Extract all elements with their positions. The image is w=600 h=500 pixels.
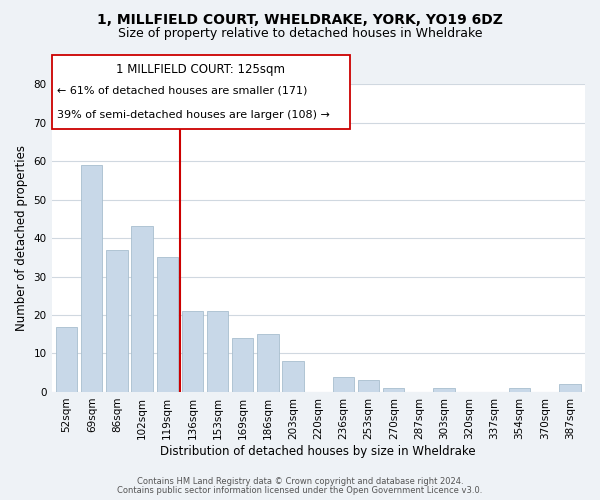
Bar bbox=[106, 250, 128, 392]
Bar bbox=[383, 388, 404, 392]
Bar bbox=[182, 311, 203, 392]
Bar bbox=[207, 311, 229, 392]
Bar bbox=[333, 376, 354, 392]
Bar bbox=[509, 388, 530, 392]
Text: Contains public sector information licensed under the Open Government Licence v3: Contains public sector information licen… bbox=[118, 486, 482, 495]
X-axis label: Distribution of detached houses by size in Wheldrake: Distribution of detached houses by size … bbox=[160, 444, 476, 458]
Bar bbox=[257, 334, 278, 392]
Bar bbox=[283, 361, 304, 392]
Bar bbox=[358, 380, 379, 392]
Bar bbox=[56, 326, 77, 392]
FancyBboxPatch shape bbox=[52, 55, 350, 128]
Bar bbox=[232, 338, 253, 392]
Text: 1, MILLFIELD COURT, WHELDRAKE, YORK, YO19 6DZ: 1, MILLFIELD COURT, WHELDRAKE, YORK, YO1… bbox=[97, 12, 503, 26]
Text: Size of property relative to detached houses in Wheldrake: Size of property relative to detached ho… bbox=[118, 28, 482, 40]
Bar bbox=[131, 226, 153, 392]
Text: Contains HM Land Registry data © Crown copyright and database right 2024.: Contains HM Land Registry data © Crown c… bbox=[137, 477, 463, 486]
Bar bbox=[157, 258, 178, 392]
Y-axis label: Number of detached properties: Number of detached properties bbox=[15, 145, 28, 331]
Bar bbox=[559, 384, 581, 392]
Text: ← 61% of detached houses are smaller (171): ← 61% of detached houses are smaller (17… bbox=[57, 86, 307, 96]
Text: 1 MILLFIELD COURT: 125sqm: 1 MILLFIELD COURT: 125sqm bbox=[116, 62, 286, 76]
Bar bbox=[81, 165, 103, 392]
Text: 39% of semi-detached houses are larger (108) →: 39% of semi-detached houses are larger (… bbox=[57, 110, 330, 120]
Bar bbox=[433, 388, 455, 392]
